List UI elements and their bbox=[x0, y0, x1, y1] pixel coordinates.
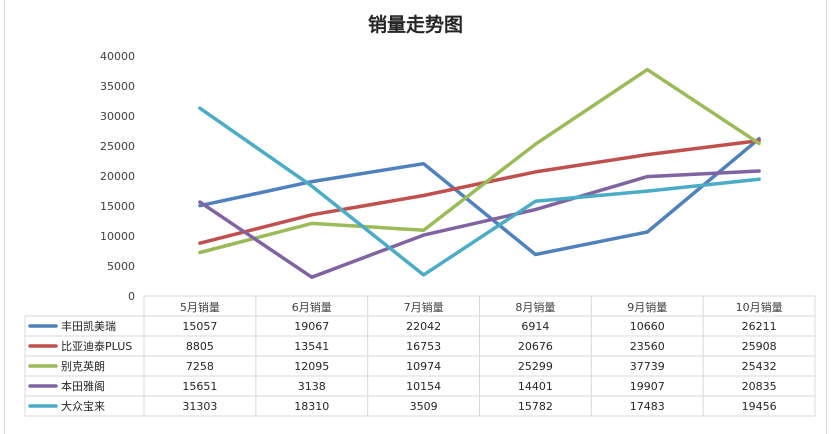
series-line bbox=[198, 169, 761, 279]
x-category-label: 8月销量 bbox=[515, 300, 555, 314]
window-edge-left bbox=[4, 0, 5, 434]
data-table-cell: 31303 bbox=[182, 400, 217, 413]
data-table-cell: 19067 bbox=[294, 320, 329, 333]
data-table-cell: 18310 bbox=[294, 400, 329, 413]
data-table-cell: 19907 bbox=[630, 380, 665, 393]
data-table-cell: 3138 bbox=[298, 380, 326, 393]
series-line bbox=[198, 136, 761, 257]
data-table-cell: 15651 bbox=[182, 380, 217, 393]
y-tick-label: 35000 bbox=[100, 80, 135, 93]
y-tick-label: 5000 bbox=[107, 260, 135, 273]
data-table-cell: 8805 bbox=[186, 340, 214, 353]
data-table-cell: 15782 bbox=[518, 400, 553, 413]
data-table-cell: 19456 bbox=[742, 400, 777, 413]
data-table-cell: 6914 bbox=[521, 320, 549, 333]
data-table-cell: 25908 bbox=[742, 340, 777, 353]
data-table-cell: 25432 bbox=[742, 360, 777, 373]
y-tick-label: 10000 bbox=[100, 230, 135, 243]
data-table-cell: 20835 bbox=[742, 380, 777, 393]
y-tick-label: 40000 bbox=[100, 50, 135, 63]
data-table-cell: 10974 bbox=[406, 360, 441, 373]
data-table-cell: 17483 bbox=[630, 400, 665, 413]
data-table-cell: 37739 bbox=[630, 360, 665, 373]
data-table-cell: 13541 bbox=[294, 340, 329, 353]
data-table-cell: 14401 bbox=[518, 380, 553, 393]
window-edge-right bbox=[826, 0, 827, 434]
y-tick-label: 0 bbox=[128, 290, 135, 303]
x-category-label: 9月销量 bbox=[627, 300, 667, 314]
series-name-label: 比亚迪泰PLUS bbox=[61, 339, 132, 353]
data-table-cell: 26211 bbox=[742, 320, 777, 333]
series-name-label: 别克英朗 bbox=[61, 359, 105, 373]
data-table-cell: 12095 bbox=[294, 360, 329, 373]
y-tick-label: 30000 bbox=[100, 110, 135, 123]
series-line bbox=[198, 67, 761, 255]
chart-title: 销量走势图 bbox=[367, 14, 463, 36]
data-table-cell: 15057 bbox=[182, 320, 217, 333]
y-tick-label: 25000 bbox=[100, 140, 135, 153]
data-table-cell: 3509 bbox=[410, 400, 438, 413]
data-table-cell: 10154 bbox=[406, 380, 441, 393]
x-category-label: 5月销量 bbox=[180, 300, 220, 314]
y-tick-label: 15000 bbox=[100, 200, 135, 213]
data-table-cell: 25299 bbox=[518, 360, 553, 373]
series-line bbox=[198, 138, 761, 245]
series-name-label: 大众宝来 bbox=[61, 399, 105, 413]
series-name-label: 本田雅阁 bbox=[61, 379, 105, 393]
data-table-cell: 23560 bbox=[630, 340, 665, 353]
x-category-label: 7月销量 bbox=[404, 300, 444, 314]
series-line bbox=[198, 106, 761, 277]
data-table-cell: 7258 bbox=[186, 360, 214, 373]
x-category-label: 10月销量 bbox=[736, 300, 783, 314]
y-tick-label: 20000 bbox=[100, 170, 135, 183]
data-table-cell: 20676 bbox=[518, 340, 553, 353]
data-table-cell: 16753 bbox=[406, 340, 441, 353]
series-name-label: 丰田凯美瑞 bbox=[61, 319, 116, 333]
data-table-cell: 10660 bbox=[630, 320, 665, 333]
data-table-cell: 22042 bbox=[406, 320, 441, 333]
x-category-label: 6月销量 bbox=[292, 300, 332, 314]
